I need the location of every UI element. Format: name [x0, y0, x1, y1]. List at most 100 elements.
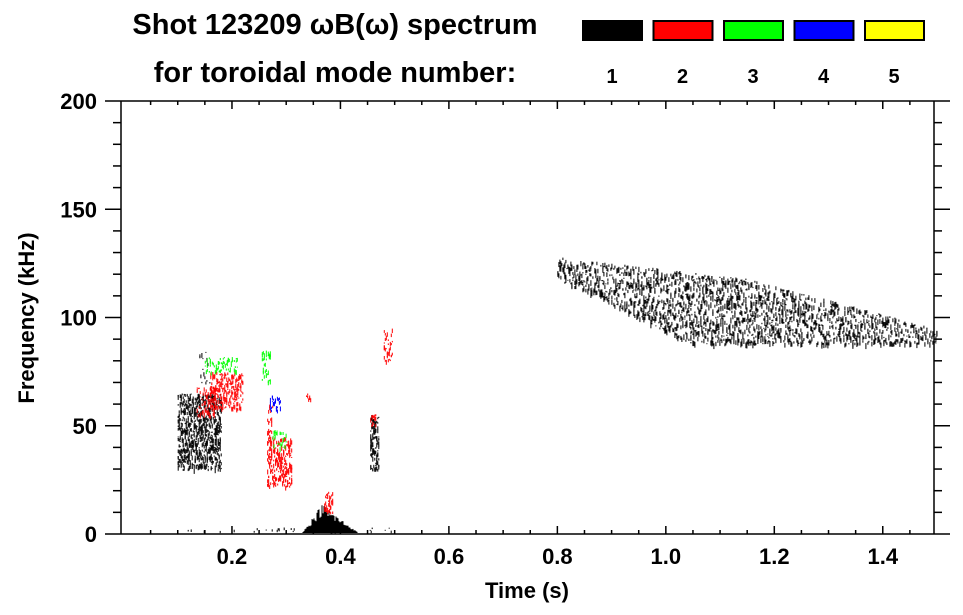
mode-1-mark	[613, 290, 615, 295]
mode-1-mark	[378, 416, 380, 418]
mode-1-mark	[722, 282, 724, 288]
mode-1-mark	[723, 276, 725, 281]
mode-1-mark	[199, 419, 201, 422]
mode-2-mark	[273, 482, 275, 488]
mode-1-mark	[181, 410, 183, 413]
mode-1-mark	[200, 374, 202, 379]
mode-1-mark	[927, 338, 929, 343]
mode-1-mark	[603, 272, 605, 277]
mode-1-mark	[830, 309, 832, 316]
mode-1-mark	[372, 433, 374, 437]
mode-1-mark	[645, 271, 647, 274]
mode-2-mark	[276, 477, 278, 480]
mode-2-mark	[308, 399, 310, 402]
mode-1-mark	[644, 302, 646, 304]
mode-1-mark	[799, 293, 801, 297]
mode-1-mark	[799, 335, 801, 340]
mode-1-mark	[207, 448, 209, 454]
mode-1-mark	[791, 320, 793, 323]
mode-1-mark	[677, 323, 679, 328]
mode-1-mark	[622, 280, 624, 284]
mode-1-mark	[733, 332, 735, 338]
mode-1-mark	[806, 323, 808, 329]
mode-1-mark	[217, 440, 219, 444]
mode-1-mark	[736, 294, 738, 301]
mode-1-mark	[217, 434, 219, 436]
mode-1-mark	[208, 437, 210, 439]
mode-1-mark	[624, 301, 626, 306]
mode-1-mark	[811, 313, 813, 319]
mode-1-mark	[185, 420, 187, 424]
mode-1-mark	[720, 338, 722, 341]
mode-1-mark	[591, 263, 593, 266]
mode-1-mark	[772, 341, 774, 347]
mode-1-mark	[793, 298, 795, 303]
mode-2-mark	[273, 475, 275, 479]
mode-1-mark	[624, 305, 626, 310]
mode-1-mark	[931, 336, 933, 339]
mode-1-mark	[590, 288, 592, 293]
mode-1-mark	[690, 303, 692, 307]
mode-1-mark	[184, 454, 186, 457]
mode-1-mark	[790, 317, 792, 320]
mode-1-mark	[820, 331, 822, 336]
mode-1-mark	[782, 292, 784, 296]
mode-1-mark	[189, 396, 191, 401]
mode-1-mark	[769, 290, 771, 294]
mode-1-mark	[634, 301, 636, 305]
mode-1-mark	[834, 302, 836, 306]
mode-1-mark	[801, 336, 803, 342]
mode-2-mark	[386, 356, 388, 359]
mode-2-mark	[196, 388, 198, 392]
mode-1-mark	[932, 331, 934, 337]
mode-2-mark	[204, 392, 206, 396]
mode-1-mark	[669, 325, 671, 331]
mode-2-mark	[383, 356, 385, 360]
mode-1-mark	[754, 311, 756, 315]
mode-1-mark	[585, 273, 587, 275]
mode-1-mark	[756, 281, 758, 284]
mode-1-mark	[718, 337, 720, 341]
mode-1-mark	[310, 527, 312, 530]
mode-1-mark	[177, 437, 179, 439]
mode-1-mark	[705, 328, 707, 332]
mode-2-mark	[270, 482, 272, 485]
mode-3-mark	[285, 440, 287, 443]
mode-1-mark	[660, 314, 662, 319]
mode-1-mark	[702, 287, 704, 293]
mode-1-mark	[905, 323, 907, 327]
mode-1-mark	[688, 275, 690, 281]
mode-1-mark	[202, 430, 204, 434]
mode-1-mark	[196, 450, 198, 455]
mode-1-mark	[741, 289, 743, 294]
mode-1-mark	[371, 427, 373, 430]
mode-3-mark	[233, 360, 235, 362]
mode-1-mark	[761, 322, 763, 325]
mode-1-mark	[202, 416, 204, 420]
mode-1-mark	[674, 332, 676, 338]
mode-1-mark	[743, 338, 745, 344]
mode-1-mark	[922, 331, 924, 334]
mode-1-mark	[656, 277, 658, 283]
mode-1-mark	[182, 396, 184, 400]
mode-1-mark	[784, 293, 786, 297]
mode-1-mark	[194, 397, 196, 401]
mode-2-mark	[269, 464, 271, 469]
mode-1-mark	[851, 306, 853, 310]
mode-1-mark	[188, 402, 190, 408]
mode-1-mark	[586, 281, 588, 285]
mode-2-mark	[327, 493, 329, 497]
mode-1-mark	[856, 339, 858, 342]
mode-1-mark	[840, 339, 842, 343]
mode-1-mark	[737, 304, 739, 307]
mode-2-mark	[228, 401, 230, 407]
mode-1-mark	[689, 322, 691, 329]
mode-2-mark	[280, 439, 282, 441]
mode-2-mark	[238, 376, 240, 381]
mode-1-mark	[217, 442, 219, 446]
mode-1-mark	[183, 449, 185, 454]
mode-2-mark	[281, 445, 283, 450]
mode-1-mark	[353, 530, 355, 533]
mode-3-mark	[273, 430, 275, 434]
mode-1-mark	[798, 323, 800, 325]
